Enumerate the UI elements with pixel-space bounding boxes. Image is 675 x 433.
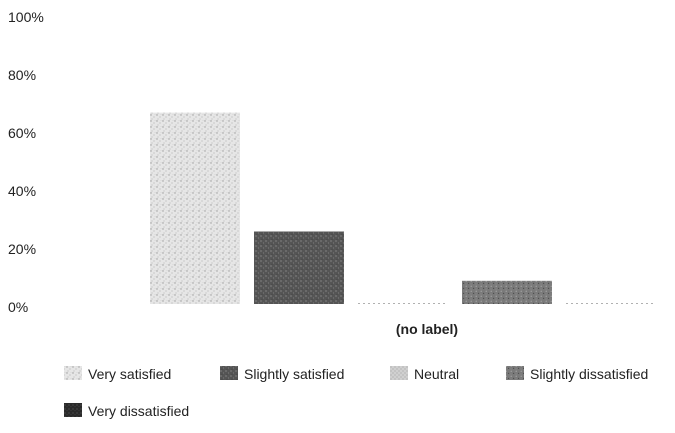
y-tick-label: 100% [8, 9, 44, 25]
legend-label: Neutral [414, 366, 459, 382]
x-category-label: (no label) [396, 321, 458, 337]
bar-very-satisfied [150, 112, 240, 304]
legend-swatch-very-dissatisfied [64, 403, 82, 417]
legend-label: Very satisfied [88, 366, 171, 382]
bar-slightly-satisfied [254, 231, 344, 304]
y-tick-label: 60% [8, 125, 36, 141]
legend: Very satisfied Slightly satisfied Neutral S… [64, 366, 648, 419]
legend-swatch-slightly-dissatisfied [506, 366, 524, 380]
y-tick-label: 20% [8, 241, 36, 257]
x-axis-labels: (no label) [396, 321, 458, 337]
legend-label: Slightly satisfied [244, 366, 344, 382]
legend-swatch-very-satisfied [64, 366, 82, 380]
bar-slightly-dissatisfied [462, 280, 552, 304]
legend-swatch-neutral [390, 366, 408, 380]
legend-label: Slightly dissatisfied [530, 366, 648, 382]
y-tick-label: 80% [8, 67, 36, 83]
y-tick-label: 0% [8, 299, 28, 315]
legend-swatch-slightly-satisfied [220, 366, 238, 380]
y-tick-label: 40% [8, 183, 36, 199]
y-axis-ticks: 0% 20% 40% 60% 80% 100% [8, 9, 44, 315]
legend-label: Very dissatisfied [88, 403, 189, 419]
bars [150, 112, 656, 304]
